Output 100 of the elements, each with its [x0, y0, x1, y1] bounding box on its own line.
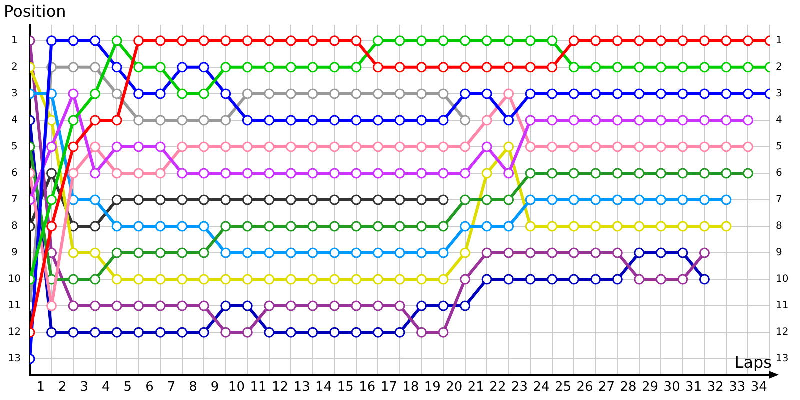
point [460, 300, 471, 312]
y-tick-label: 5 [11, 142, 18, 153]
point [547, 194, 558, 206]
point [308, 300, 318, 312]
point [329, 248, 340, 258]
x-tick-label: 1 [36, 380, 46, 396]
point [547, 88, 558, 100]
point [90, 248, 101, 258]
point [264, 36, 275, 46]
point [525, 62, 536, 73]
point [656, 168, 666, 179]
point [547, 221, 558, 232]
point [112, 327, 122, 338]
point [438, 221, 449, 232]
point [90, 88, 101, 100]
x-tick-label: 8 [189, 380, 198, 396]
point [372, 36, 384, 46]
point [612, 168, 623, 179]
point [155, 62, 166, 73]
point [372, 142, 384, 152]
point [177, 168, 188, 179]
point [329, 88, 340, 100]
point [525, 88, 536, 100]
point [112, 274, 122, 285]
point [656, 248, 666, 258]
point [286, 194, 296, 206]
point [568, 221, 580, 232]
point [242, 115, 253, 126]
point [198, 88, 210, 100]
point [525, 248, 536, 258]
point [112, 36, 122, 46]
point [90, 327, 101, 338]
point [482, 62, 492, 73]
point [46, 221, 58, 232]
point [699, 221, 710, 232]
point [482, 274, 492, 285]
point [372, 62, 384, 73]
point [68, 327, 79, 338]
y-tick-label: 13 [8, 354, 22, 365]
x-tick-label: 29 [642, 380, 659, 396]
point [590, 142, 602, 152]
x-tick-label: 17 [380, 380, 398, 396]
point [329, 194, 340, 206]
point [134, 221, 144, 232]
point [634, 36, 645, 46]
point [155, 115, 166, 126]
point [634, 248, 645, 258]
point [504, 221, 514, 232]
point [678, 115, 688, 126]
y2-tick-label: 6 [776, 168, 782, 180]
point [590, 62, 602, 73]
point [612, 88, 623, 100]
point [134, 274, 144, 285]
point [460, 194, 471, 206]
point [394, 221, 406, 232]
point [372, 194, 384, 206]
point [351, 168, 362, 179]
x-tick-label: 32 [707, 380, 724, 396]
point [68, 274, 79, 285]
point [329, 300, 340, 312]
point [134, 36, 144, 46]
point [198, 62, 210, 73]
point [155, 274, 166, 285]
point [504, 194, 514, 206]
point [329, 274, 340, 285]
point [68, 88, 79, 100]
point [242, 327, 253, 338]
point [721, 88, 732, 100]
point [590, 221, 602, 232]
point [460, 142, 471, 152]
y-tick-label: 12 [8, 327, 22, 338]
point [90, 221, 101, 232]
point [242, 248, 253, 258]
point [134, 327, 144, 338]
x-tick-label: 3 [80, 380, 89, 396]
point [351, 115, 362, 126]
point [155, 168, 166, 179]
point [372, 168, 384, 179]
point [46, 300, 58, 312]
point [68, 62, 79, 73]
point [308, 168, 318, 179]
point [568, 274, 580, 285]
x-tick-label: 33 [729, 380, 746, 396]
point [568, 115, 580, 126]
point [416, 36, 428, 46]
point [612, 62, 623, 73]
x-tick-label: 5 [124, 380, 132, 396]
x-tick-label: 26 [576, 380, 594, 396]
point [220, 168, 232, 179]
point [438, 327, 449, 338]
point [372, 221, 384, 232]
point [155, 248, 166, 258]
point [504, 88, 514, 100]
point [308, 142, 318, 152]
y2-tick-label: 12 [776, 327, 789, 338]
point [460, 88, 471, 100]
x-tick-label: 4 [102, 380, 110, 396]
point [329, 221, 340, 232]
point [220, 274, 232, 285]
point [568, 142, 580, 152]
